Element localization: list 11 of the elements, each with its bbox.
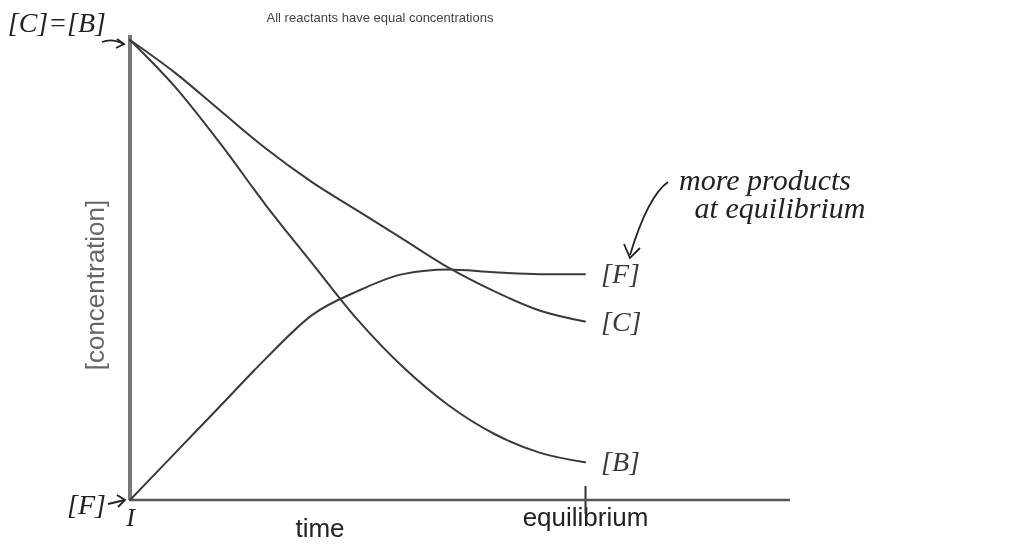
x-axis-title: time — [295, 513, 345, 543]
y-axis-title: [concentration] — [80, 199, 110, 371]
series-label: [B] — [601, 446, 640, 478]
series-label: [F] — [601, 258, 640, 290]
x-tick-label: equilibrium — [522, 502, 649, 533]
x-tick-label: I — [125, 503, 137, 533]
chart-title: All reactants have equal concentrations — [266, 10, 494, 25]
annotation: [F] — [67, 489, 106, 520]
text: more products at equilibrium — [679, 163, 866, 224]
annotation: [C]=[B] — [7, 7, 106, 38]
series-label: [C] — [601, 305, 642, 337]
